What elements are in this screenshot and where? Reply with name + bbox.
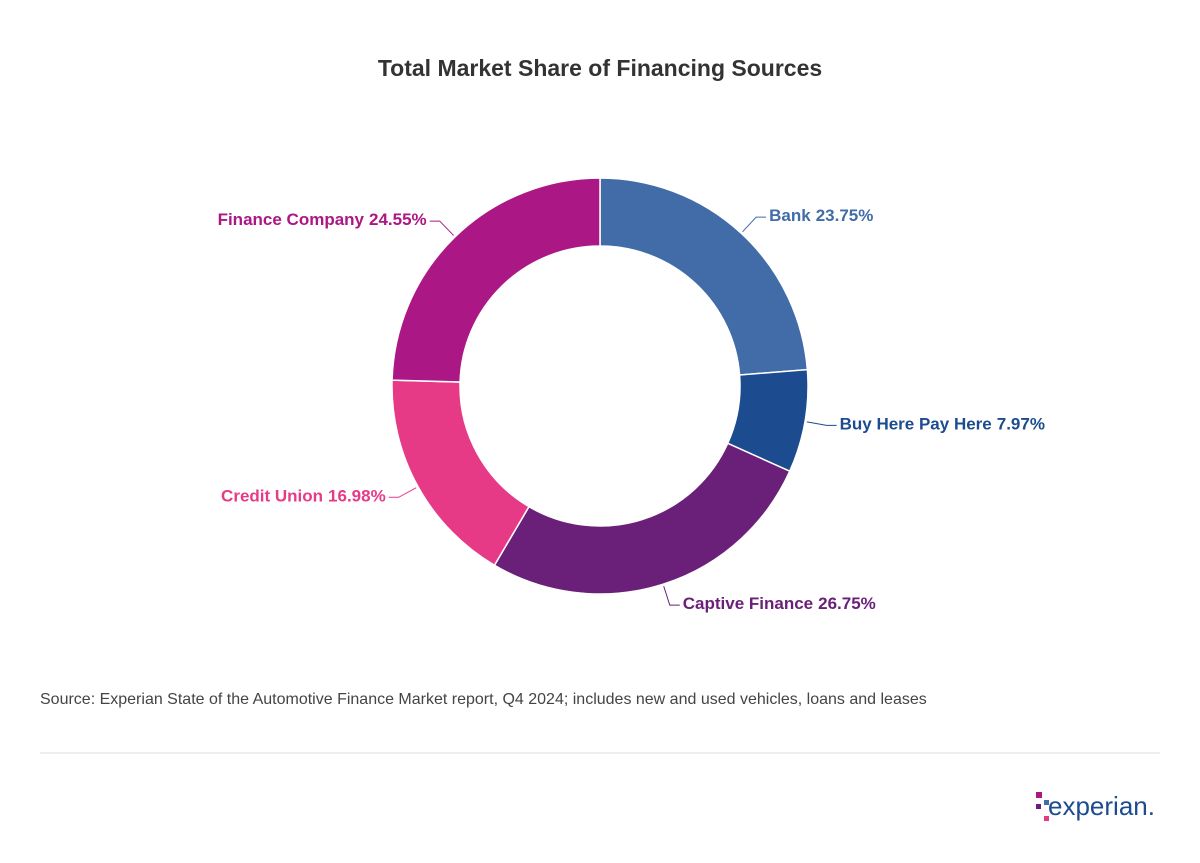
slice — [391, 379, 530, 567]
slice — [493, 442, 791, 595]
leader-line — [742, 216, 767, 233]
leader-line — [663, 585, 680, 606]
slice-label: Captive Finance 26.75% — [683, 595, 876, 614]
logo-dot — [1044, 800, 1049, 805]
leader-line — [429, 220, 454, 236]
value-label: 7.97% — [997, 415, 1045, 434]
logo-dot — [1036, 792, 1042, 798]
category-label: Captive Finance — [683, 595, 813, 614]
logo-dot — [1036, 804, 1041, 809]
donut: Bank 23.75% Buy Here Pay Here 7.97% Captive … — [218, 177, 1045, 614]
chart-title: Total Market Share of Financing Sources — [378, 55, 822, 81]
value-label: 26.75% — [818, 595, 876, 614]
slice-label: Finance Company 24.55% — [218, 211, 427, 230]
value-label: 24.55% — [369, 211, 427, 230]
slice — [391, 177, 601, 383]
leader-line — [388, 487, 417, 498]
slice-label: Bank 23.75% — [769, 207, 873, 226]
leader-line — [806, 421, 837, 426]
value-label: 23.75% — [816, 207, 874, 226]
category-label: Finance Company — [218, 211, 365, 230]
category-label: Credit Union — [221, 487, 323, 506]
logo-dot — [1044, 816, 1049, 821]
slice-label: Buy Here Pay Here 7.97% — [840, 415, 1045, 434]
category-label: Bank — [769, 207, 811, 226]
slice-label: Credit Union 16.98% — [221, 487, 386, 506]
category-label: Buy Here Pay Here — [840, 415, 992, 434]
logo: experian. — [1048, 791, 1155, 821]
source-note: Source: Experian State of the Automotive… — [40, 691, 927, 708]
value-label: 16.98% — [328, 487, 386, 506]
